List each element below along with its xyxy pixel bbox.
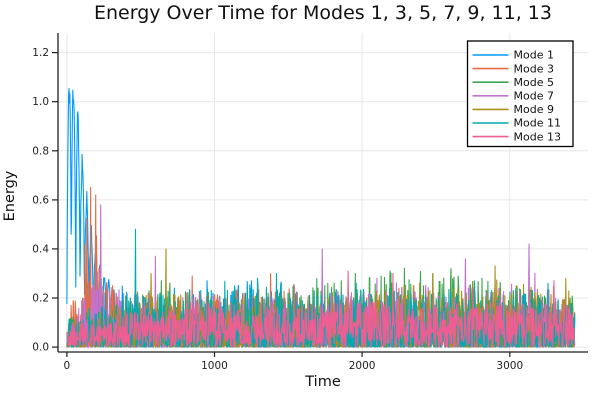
y-tick-label: 0.4	[32, 243, 49, 255]
y-tick-label: 0.6	[32, 194, 49, 206]
y-tick-label: 0.8	[32, 145, 49, 157]
legend-label: Mode 3	[514, 62, 554, 75]
legend-entry-mode-13: Mode 13	[472, 130, 561, 143]
legend-entry-mode-3: Mode 3	[472, 62, 554, 75]
legend-box	[466, 40, 574, 148]
x-tick-label: 1000	[201, 360, 228, 372]
y-tick-label: 1.2	[32, 47, 49, 59]
legend-entry-mode-9: Mode 9	[472, 103, 554, 116]
y-tick-label: 1.0	[32, 96, 49, 108]
legend-entry-mode-7: Mode 7	[472, 90, 554, 103]
legend-entry-mode-1: Mode 1	[472, 49, 554, 62]
x-tick-label: 2000	[349, 360, 376, 372]
legend-label: Mode 9	[514, 103, 554, 116]
tick-label-layer: 0 1000 2000 3000 0.0 0.2 0.4 0.6 0.8 1.0 1.2	[32, 47, 523, 372]
series-line-mode-13	[66, 270, 575, 348]
y-tick-label: 0.2	[32, 293, 49, 305]
y-tick-label: 0.0	[32, 342, 49, 354]
series-layer	[66, 87, 576, 348]
x-axis-label: Time	[304, 374, 341, 390]
y-axis-label: Energy	[2, 170, 18, 221]
chart-title: Energy Over Time for Modes 1, 3, 5, 7, 9…	[94, 2, 552, 24]
x-tick-label: 3000	[496, 360, 523, 372]
axes-layer	[52, 33, 588, 357]
legend-label: Mode 1	[514, 49, 554, 62]
legend-label: Mode 7	[514, 90, 554, 103]
legend-label: Mode 13	[514, 130, 561, 143]
legend-entry-mode-5: Mode 5	[472, 76, 554, 89]
legend-entry-mode-11: Mode 11	[472, 117, 561, 130]
legend-label: Mode 5	[514, 76, 554, 89]
x-tick-label: 0	[64, 360, 71, 372]
legend-label: Mode 11	[514, 117, 561, 130]
